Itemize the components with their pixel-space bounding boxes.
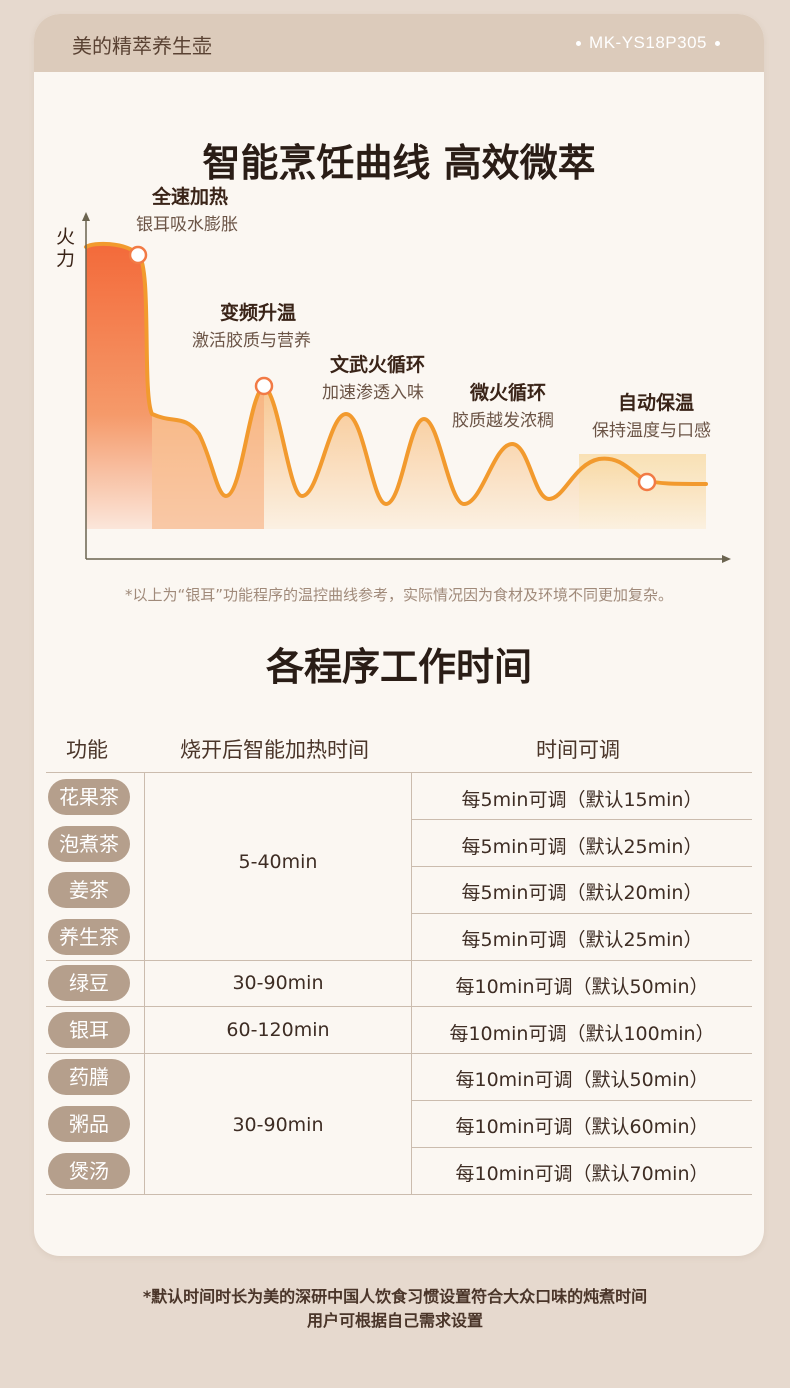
- heat-time-cell: 60-120min: [226, 1019, 330, 1041]
- content-card: 美的精萃养生壶 MK-YS18P305 智能烹饪曲线 高效微萃: [34, 14, 764, 1256]
- stage-title: 自动保温: [618, 392, 695, 414]
- heat-time-cell: 30-90min: [232, 1114, 324, 1136]
- table-line: [46, 1006, 752, 1007]
- stage-desc: 银耳吸水膨胀: [136, 215, 238, 235]
- function-pill: 泡煮茶: [48, 826, 130, 862]
- temperature-curve-line: [84, 241, 708, 507]
- stage-title: 文武火循环: [330, 354, 426, 376]
- function-pill: 花果茶: [48, 779, 130, 815]
- table-line: [412, 913, 752, 914]
- header-adjustable: 时间可调: [536, 738, 620, 762]
- function-pill: 绿豆: [48, 965, 130, 1001]
- curve-title: 智能烹饪曲线 高效微萃: [202, 141, 596, 185]
- model-text: MK-YS18P305: [589, 33, 707, 52]
- adjust-cell: 每5min可调（默认25min）: [461, 836, 703, 858]
- function-pill: 姜茶: [48, 872, 130, 908]
- header-function: 功能: [66, 738, 108, 762]
- stage-desc: 加速渗透入味: [322, 383, 424, 403]
- adjust-cell: 每5min可调（默认15min）: [461, 789, 703, 811]
- adjust-cell: 每10min可调（默认50min）: [455, 976, 709, 998]
- marker-variable-heat: [254, 376, 274, 396]
- table-line: [46, 772, 752, 773]
- table-line: [46, 1194, 752, 1195]
- stage-desc: 激活胶质与营养: [192, 331, 311, 351]
- keep-warm-band: [579, 454, 706, 529]
- table-vline: [144, 772, 145, 1194]
- heat-time-cell: 5-40min: [238, 851, 318, 873]
- cooking-curve-chart: [82, 212, 731, 563]
- curve-fill-hot: [86, 243, 152, 529]
- adjust-cell: 每5min可调（默认25min）: [461, 929, 703, 951]
- heat-time-cell: 30-90min: [232, 972, 324, 994]
- marker-keep-warm: [637, 472, 657, 492]
- function-pill: 银耳: [48, 1012, 130, 1048]
- brand-name: 美的精萃养生壶: [72, 34, 212, 58]
- adjust-cell: 每5min可调（默认20min）: [461, 882, 703, 904]
- table-line: [412, 819, 752, 820]
- stage-title: 全速加热: [152, 186, 229, 208]
- y-axis-label: 火力: [56, 226, 76, 270]
- footer-note-line2: 用户可根据自己需求设置: [306, 1311, 483, 1330]
- y-axis-arrow: [82, 212, 90, 221]
- adjust-cell: 每10min可调（默认100min）: [449, 1023, 715, 1045]
- footer-note-line1: *默认时间时长为美的深研中国人饮食习惯设置符合大众口味的炖煮时间: [142, 1287, 648, 1306]
- function-pill: 药膳: [48, 1059, 130, 1095]
- adjust-cell: 每10min可调（默认60min）: [455, 1116, 709, 1138]
- function-pill: 粥品: [48, 1106, 130, 1142]
- stage-title: 变频升温: [220, 302, 297, 324]
- table-line: [46, 960, 752, 961]
- table-line: [412, 866, 752, 867]
- function-pill: 养生茶: [48, 919, 130, 955]
- table-vline: [411, 772, 412, 1194]
- table-line: [46, 1053, 752, 1054]
- marker-full-heat: [128, 245, 148, 265]
- curve-fill-warm: [149, 386, 706, 529]
- stage-desc: 胶质越发浓稠: [452, 411, 554, 431]
- header-heat-time: 烧开后智能加热时间: [180, 738, 369, 762]
- adjust-cell: 每10min可调（默认70min）: [455, 1163, 709, 1185]
- table-line: [412, 1147, 752, 1148]
- adjust-cell: 每10min可调（默认50min）: [455, 1069, 709, 1091]
- curve-note: *以上为“银耳”功能程序的温控曲线参考，实际情况因为食材及环境不同更加复杂。: [124, 586, 674, 604]
- table-line: [412, 1100, 752, 1101]
- x-axis-arrow: [722, 555, 731, 563]
- function-pill: 煲汤: [48, 1153, 130, 1189]
- stage-title: 微火循环: [470, 382, 547, 404]
- card-header: 美的精萃养生壶 MK-YS18P305: [34, 14, 764, 72]
- stage-desc: 保持温度与口感: [592, 421, 711, 441]
- table-title: 各程序工作时间: [265, 645, 532, 689]
- model-number: MK-YS18P305: [568, 33, 728, 53]
